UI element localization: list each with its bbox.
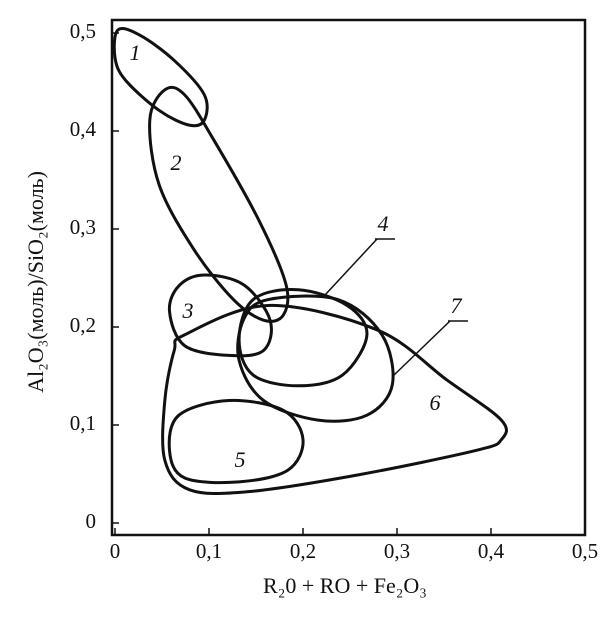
x-tick-label: 0,4	[478, 539, 505, 563]
region-label: 3	[182, 298, 194, 323]
region-outline	[236, 294, 395, 423]
y-tick-label: 0,2	[70, 313, 96, 337]
leader-line	[392, 320, 451, 377]
x-tick-label: 0	[110, 539, 121, 563]
x-axis-label: R₂0 + RO + Fe₂O₃	[263, 573, 427, 598]
region-label: 7	[451, 293, 463, 318]
x-tick-label: 0,1	[196, 539, 222, 563]
region-outline	[161, 303, 508, 496]
region-outline	[148, 85, 290, 323]
y-axis-label: Al₂O₃(моль)/SiO₂(моль)	[23, 171, 48, 393]
region-label: 5	[235, 447, 246, 472]
leader-line	[324, 238, 378, 296]
region-label: 4	[378, 211, 389, 236]
y-tick-label: 0,4	[70, 117, 97, 141]
region-label: 1	[130, 40, 141, 65]
y-tick-label: 0,3	[70, 215, 96, 239]
y-tick-label: 0,1	[70, 411, 96, 435]
plot-frame	[110, 18, 587, 537]
y-tick-label: 0	[86, 509, 97, 533]
x-tick-label: 0,3	[384, 539, 410, 563]
x-tick-label: 0,5	[572, 539, 598, 563]
region-outline	[167, 398, 305, 485]
region-label: 6	[430, 390, 441, 415]
y-tick-label: 0,5	[70, 19, 96, 43]
region-outline	[167, 273, 273, 358]
x-tick-label: 0,2	[290, 539, 316, 563]
region-outline	[112, 27, 209, 128]
region-label: 2	[171, 150, 182, 175]
